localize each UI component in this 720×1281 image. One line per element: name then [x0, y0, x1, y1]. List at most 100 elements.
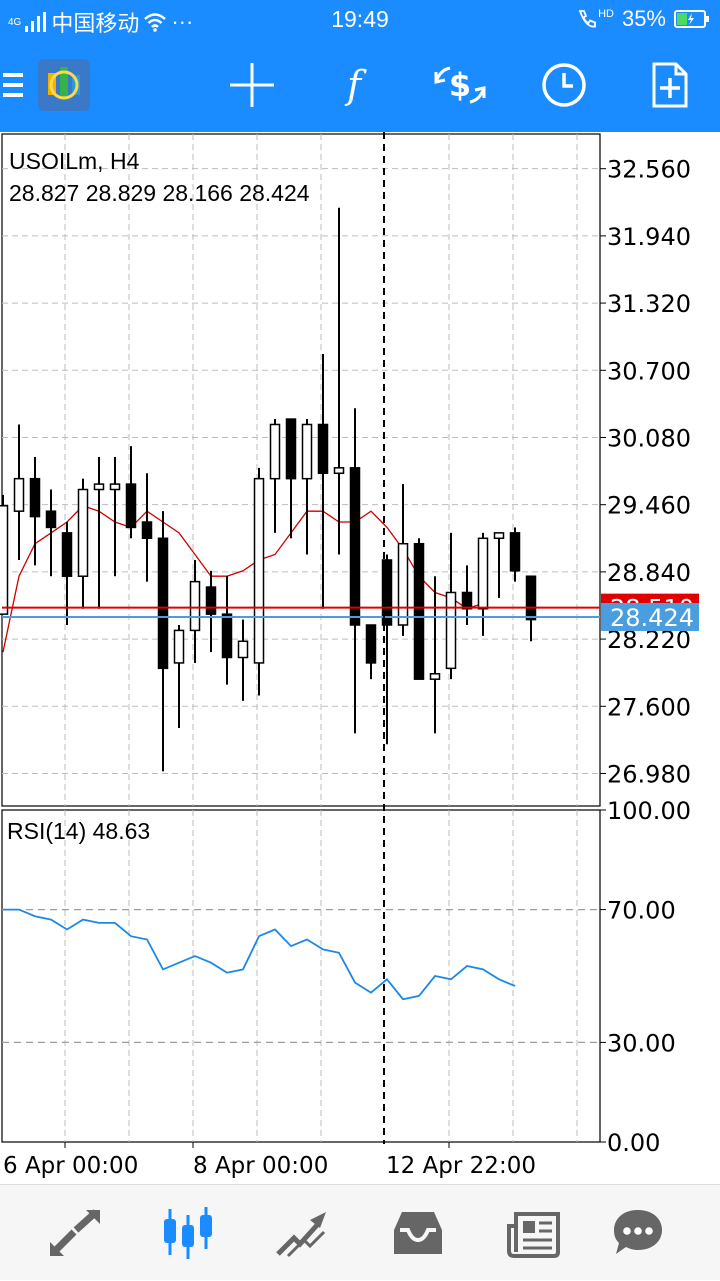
- candle-body: [29, 477, 41, 518]
- candle-body: [173, 629, 185, 664]
- price-panel-frame: [1, 133, 601, 807]
- price-tick-label: 31.940: [607, 223, 691, 251]
- indicators-icon: f: [344, 63, 367, 107]
- battery-percent: 35%: [621, 6, 666, 31]
- candle-body: [397, 542, 409, 626]
- more-status-icon: ···: [171, 9, 194, 34]
- bid-price-badge: [601, 602, 699, 631]
- rsi-label: RSI(14) 48.63: [7, 818, 151, 844]
- candle-body: [0, 505, 9, 615]
- messages-icon: [614, 1210, 662, 1254]
- candle-body: [45, 510, 57, 529]
- price-tick-label: 29.460: [607, 492, 691, 520]
- wifi-icon: [144, 13, 167, 32]
- new-order-icon: [652, 62, 688, 108]
- new-order-button[interactable]: [640, 50, 700, 120]
- news-icon: [507, 1212, 560, 1258]
- candle-body: [269, 423, 281, 480]
- candle-body: [205, 586, 217, 615]
- candle-body: [493, 532, 505, 540]
- candle-body: [381, 559, 393, 626]
- status-time: 19:49: [331, 6, 389, 32]
- chart-icon: [164, 1207, 212, 1259]
- app-logo-icon: [38, 59, 90, 111]
- candle-body: [365, 624, 377, 664]
- chart-canvas[interactable]: 32.560 31.940 31.320 30.700 30.080 29.460 28.8…: [0, 132, 720, 1184]
- ohlc-label: 28.827 28.829 28.166 28.424: [9, 180, 310, 206]
- candle-body: [61, 532, 73, 577]
- svg-text:$: $: [449, 66, 471, 104]
- app-logo-button[interactable]: [38, 50, 90, 120]
- battery-icon: [674, 10, 709, 28]
- hd-badge: HD: [598, 8, 614, 20]
- rsi-tick-label: 30.00: [607, 1029, 676, 1057]
- candle-body: [317, 423, 329, 475]
- nav-quotes[interactable]: [30, 1185, 120, 1281]
- candle-body: [509, 532, 521, 572]
- svg-text:f: f: [344, 63, 367, 107]
- candle-body: [237, 640, 249, 659]
- menu-button[interactable]: [0, 50, 30, 120]
- carrier-name: 中国移动: [51, 11, 140, 36]
- indicators-button[interactable]: f: [324, 50, 384, 120]
- rsi-tick-label: 0.00: [607, 1129, 660, 1157]
- price-tick-label: 30.080: [607, 424, 691, 452]
- candle-body: [301, 423, 313, 480]
- candle-body: [109, 483, 121, 491]
- candle-body: [525, 575, 537, 621]
- candle-body: [77, 488, 89, 577]
- bid-price-label: 28.424: [610, 604, 694, 632]
- time-tick-label: 6 Apr 00:00: [3, 1153, 138, 1179]
- nav-news[interactable]: [489, 1185, 579, 1281]
- carrier-group: 4G 中国移动 ···: [8, 6, 193, 38]
- time-tick-label: 12 Apr 22:00: [386, 1153, 536, 1179]
- rsi-panel-frame: [1, 809, 601, 1143]
- toolbar: f $: [0, 50, 720, 120]
- price-tick-label: 30.700: [607, 357, 691, 385]
- candle-body: [349, 467, 361, 626]
- signal-icon: [25, 12, 47, 32]
- rsi-tick-label: 100.00: [607, 797, 691, 825]
- nav-messages[interactable]: [593, 1185, 683, 1281]
- clock-icon: [542, 63, 586, 107]
- candle-body: [13, 477, 25, 512]
- symbol-label: USOILm, H4: [9, 148, 140, 174]
- price-tick-label: 26.980: [607, 760, 691, 788]
- time-tick-label: 8 Apr 00:00: [193, 1153, 328, 1179]
- rsi-line: [3, 908, 516, 1001]
- crosshair-button[interactable]: [222, 50, 282, 120]
- top-bar: 4G 中国移动 ··· 19:49 HD 35%: [0, 0, 720, 132]
- price-tick-label: 28.840: [607, 559, 691, 587]
- candle-body: [93, 483, 105, 491]
- nav-chart[interactable]: [143, 1185, 233, 1281]
- candle-body: [477, 537, 489, 610]
- status-right: HD 35%: [576, 6, 710, 32]
- price-tick-label: 27.600: [607, 693, 691, 721]
- dollar-swap-icon: $: [434, 66, 486, 104]
- bottom-nav: [0, 1184, 720, 1280]
- candle-body: [461, 591, 473, 610]
- chart-area[interactable]: 32.560 31.940 31.320 30.700 30.080 29.460 28.8…: [0, 132, 720, 1184]
- trade-icon: [276, 1212, 326, 1258]
- trade-dollar-button[interactable]: $: [428, 50, 492, 120]
- candle-body: [125, 483, 137, 529]
- candle-body: [157, 537, 169, 670]
- candle-body: [221, 613, 233, 659]
- price-tick-label: 32.560: [607, 156, 691, 184]
- candle-body: [333, 467, 345, 475]
- nav-history[interactable]: [373, 1185, 463, 1281]
- quotes-icon: [50, 1209, 100, 1256]
- call-icon: [578, 10, 596, 28]
- crosshair-icon: [230, 63, 274, 107]
- timeframe-button[interactable]: [534, 50, 594, 120]
- menu-icon: [3, 73, 23, 97]
- network-badge: 4G: [8, 16, 22, 28]
- status-bar: 4G 中国移动 ··· 19:49 HD 35%: [0, 0, 720, 38]
- candle-body: [285, 418, 297, 480]
- candle-body: [445, 591, 457, 670]
- candle-body: [141, 521, 153, 540]
- price-tick-label: 31.320: [607, 290, 691, 318]
- rsi-tick-label: 70.00: [607, 897, 676, 925]
- candle-body: [253, 477, 265, 664]
- nav-trade[interactable]: [257, 1185, 347, 1281]
